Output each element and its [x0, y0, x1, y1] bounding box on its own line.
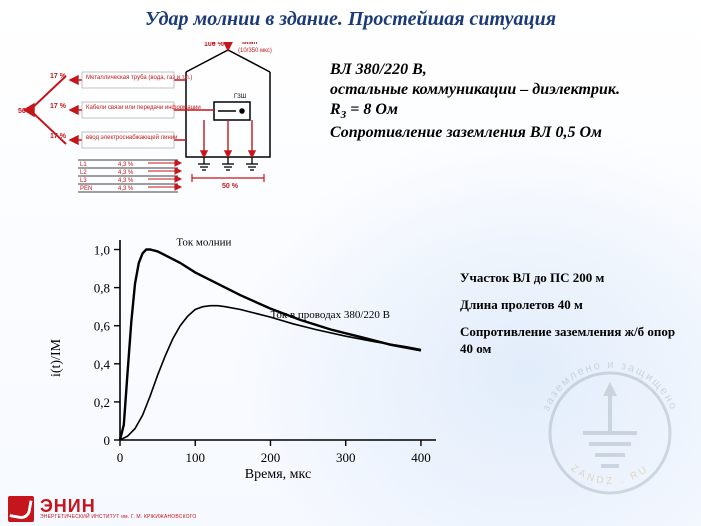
current-vs-time-chart: i(t)/IM 0 100 200 300 400 0 0,2 0,4 0,6 0,8 1,0 Т…: [46, 228, 446, 486]
penv: 4,3 %: [118, 186, 134, 192]
svg-text:0: 0: [104, 433, 111, 448]
param-line1: ВЛ 380/220 В,: [330, 60, 684, 80]
svg-text:Ток в проводах 380/220 В: Ток в проводах 380/220 В: [270, 309, 390, 321]
enin-logo: ЭНИН ЭНЕРГЕТИЧЕСКИЙ ИНСТИТУТ им. Г. М. К…: [8, 496, 196, 522]
pct-bottom-50: 50 %: [222, 183, 239, 190]
parameters-block: ВЛ 380/220 В, остальные коммуникации – д…: [330, 60, 684, 143]
pen: PEN: [80, 186, 92, 192]
building-strike-diagram: ГЗШ 100 % Iимп (10/350 мкс) 50 % 17: [18, 42, 318, 207]
svg-text:0,6: 0,6: [94, 319, 111, 334]
svg-text:300: 300: [336, 450, 356, 465]
page-title: Удар молнии в здание. Простейшая ситуаци…: [0, 8, 701, 31]
param-line2: остальные коммуникации – диэлектрик.: [330, 80, 684, 100]
assumptions-list: Участок ВЛ до ПС 200 м Длина пролетов 40…: [460, 270, 680, 368]
row1-label: Металлическая труба (вода, газ и т.п.): [86, 75, 192, 81]
svg-text:Ток молнии: Ток молнии: [176, 237, 231, 249]
l3: L3: [80, 178, 87, 184]
l2: L2: [80, 170, 87, 176]
svg-text:200: 200: [261, 450, 281, 465]
bullet-3: Сопротивление заземления ж/б опор 40 ом: [460, 324, 680, 358]
row2-label: Кабели связи или передачи информации: [86, 105, 201, 111]
gsh-label: ГЗШ: [234, 94, 246, 100]
wave-shape: (10/350 мкс): [238, 48, 272, 54]
svg-text:i(t)/IM: i(t)/IM: [49, 338, 64, 377]
svg-text:0,4: 0,4: [94, 357, 111, 372]
svg-text:400: 400: [411, 450, 431, 465]
enin-logo-text: ЭНИН: [40, 498, 196, 514]
enin-logo-icon: [8, 496, 34, 522]
pct-17c: 17 %: [50, 133, 67, 140]
svg-text:0,8: 0,8: [94, 281, 110, 296]
svg-text:100: 100: [185, 450, 205, 465]
l1v: 4,3 %: [118, 162, 134, 168]
param-line3: RЗ = 8 Ом: [330, 100, 684, 123]
svg-text:0: 0: [117, 450, 124, 465]
pct-17a: 17 %: [50, 73, 67, 80]
pct-17b: 17 %: [50, 103, 67, 110]
l2v: 4,3 %: [118, 170, 134, 176]
pct-left-50: 50 %: [18, 108, 35, 115]
svg-text:1,0: 1,0: [94, 243, 110, 258]
ylabel: i(t)/IM: [49, 338, 64, 377]
i-imp: Iимп: [242, 42, 258, 46]
xlabel: Время, мкс: [245, 467, 311, 482]
bullet-1: Участок ВЛ до ПС 200 м: [460, 270, 680, 287]
row3-label: ввод электроснабжающей линии: [86, 134, 178, 141]
svg-text:0,2: 0,2: [94, 395, 110, 410]
l3v: 4,3 %: [118, 178, 134, 184]
l1: L1: [80, 162, 87, 168]
param-line4: Сопротивление заземления ВЛ 0,5 Ом: [330, 123, 684, 143]
pct-100: 100 %: [204, 42, 225, 48]
enin-logo-sub: ЭНЕРГЕТИЧЕСКИЙ ИНСТИТУТ им. Г. М. КРЖИЖА…: [40, 514, 196, 520]
bullet-2: Длина пролетов 40 м: [460, 297, 680, 314]
